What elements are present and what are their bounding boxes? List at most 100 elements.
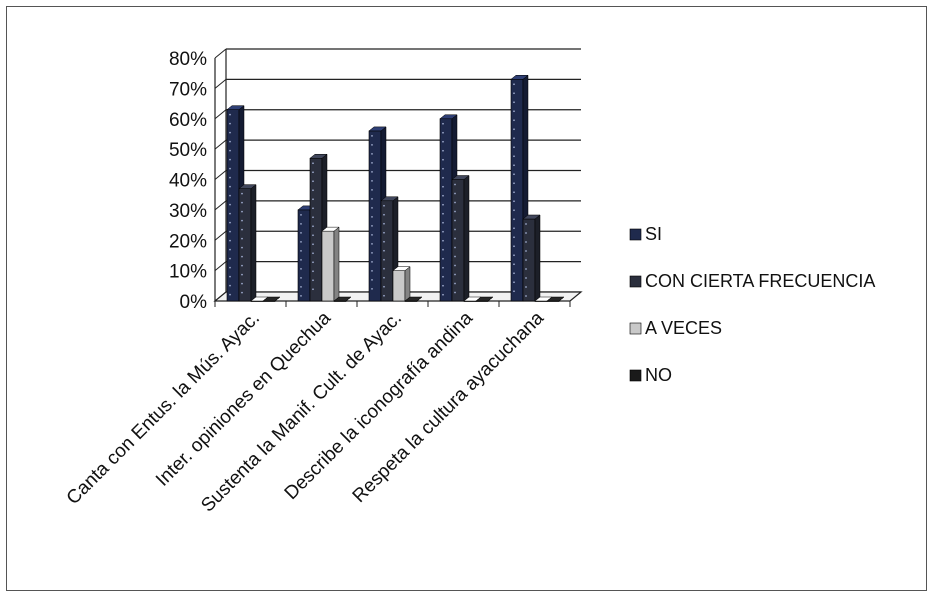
- bar-texture: [383, 258, 385, 261]
- bar-texture: [442, 230, 444, 233]
- bar-texture: [525, 232, 527, 234]
- bar-texture: [442, 149, 444, 152]
- y-tick-label: 40%: [169, 171, 207, 192]
- bar-top: [262, 296, 281, 302]
- legend-label: SI: [645, 224, 662, 244]
- bar-texture: [454, 273, 456, 276]
- bar-texture: [229, 284, 231, 287]
- y-tick-label: 70%: [169, 79, 207, 100]
- bar-texture: [454, 246, 456, 249]
- bar-texture: [525, 223, 527, 225]
- bar-top: [368, 126, 387, 132]
- legend-swatch: [629, 275, 642, 288]
- bar-texture: [312, 234, 314, 237]
- bar-texture: [513, 227, 515, 230]
- bar-texture: [371, 216, 373, 218]
- bar-texture: [442, 284, 444, 287]
- bar-texture: [229, 230, 231, 233]
- bar-texture: [241, 201, 243, 204]
- bar-texture: [229, 212, 231, 215]
- legend-swatch: [629, 369, 642, 382]
- bar-texture: [241, 255, 243, 258]
- bar-texture: [454, 228, 456, 231]
- bar: [238, 184, 257, 302]
- bar-texture: [513, 281, 515, 284]
- bar-texture: [383, 249, 385, 252]
- bar-texture: [442, 140, 444, 143]
- bar-top: [380, 196, 399, 202]
- bar: [534, 296, 553, 302]
- gridline-depth: [214, 48, 227, 59]
- bar-texture: [241, 219, 243, 222]
- bar-texture: [454, 255, 456, 258]
- bar-texture: [312, 270, 314, 273]
- bar-texture: [241, 228, 243, 231]
- bar-top: [404, 296, 423, 302]
- bar-texture: [300, 231, 302, 234]
- bar-texture: [383, 213, 385, 216]
- y-tick-label: 10%: [169, 262, 207, 283]
- bar-top: [522, 214, 541, 220]
- bar-texture: [513, 155, 515, 158]
- bar-texture: [371, 135, 373, 137]
- bar-texture: [454, 192, 456, 195]
- bar-texture: [371, 279, 373, 281]
- bar-texture: [513, 164, 515, 167]
- bar-texture: [312, 252, 314, 255]
- bar-texture: [300, 258, 302, 261]
- bar-texture: [371, 171, 373, 173]
- bar-texture: [442, 266, 444, 269]
- bar-texture: [371, 189, 373, 191]
- bar-texture: [513, 218, 515, 221]
- bar-texture: [371, 198, 373, 200]
- bar-texture: [513, 92, 515, 95]
- bar-front: [321, 230, 335, 302]
- bar-texture: [454, 291, 456, 294]
- bar-texture: [300, 285, 302, 288]
- bar-front: [510, 78, 524, 302]
- bar-texture: [442, 212, 444, 215]
- bar-texture: [229, 158, 231, 161]
- bar-texture: [513, 191, 515, 194]
- bar-texture: [229, 185, 231, 188]
- bar-front: [392, 270, 406, 302]
- bar-top: [238, 184, 257, 189]
- legend-label: NO: [645, 365, 672, 385]
- bar-texture: [383, 276, 385, 279]
- bar-texture: [241, 246, 243, 249]
- bar-side: [534, 214, 541, 302]
- bar-top: [392, 266, 411, 271]
- bar-texture: [371, 153, 373, 155]
- bar-texture: [513, 245, 515, 248]
- bar-texture: [442, 293, 444, 296]
- bar-texture: [442, 158, 444, 161]
- bar-texture: [513, 101, 515, 104]
- bar-texture: [513, 173, 515, 176]
- bar-texture: [241, 273, 243, 276]
- bar-texture: [371, 270, 373, 272]
- y-axis: 0% 10% 20% 30% 40% 50% 60% 70% 80%: [169, 49, 227, 313]
- bar-front: [368, 130, 382, 302]
- bar-texture: [383, 231, 385, 234]
- bar-texture: [513, 110, 515, 113]
- bar-texture: [312, 261, 314, 264]
- bar-texture: [513, 209, 515, 212]
- bar-texture: [383, 267, 385, 270]
- bar-texture: [513, 119, 515, 122]
- bar-texture: [525, 268, 527, 270]
- bar-texture: [442, 239, 444, 242]
- y-tick-label: 60%: [169, 110, 207, 131]
- bar-texture: [229, 122, 231, 125]
- bar-front: [522, 218, 536, 302]
- bar-texture: [371, 162, 373, 164]
- bar-texture: [383, 285, 385, 288]
- x-axis: Canta con Entus. la Mús. Ayac.Inter. opi…: [63, 301, 571, 516]
- bar-top: [439, 114, 458, 119]
- bar-texture: [241, 291, 243, 294]
- bar: [321, 226, 340, 302]
- bar-texture: [229, 221, 231, 224]
- bar-texture: [229, 275, 231, 278]
- bar-texture: [383, 294, 385, 297]
- bar-texture: [383, 222, 385, 225]
